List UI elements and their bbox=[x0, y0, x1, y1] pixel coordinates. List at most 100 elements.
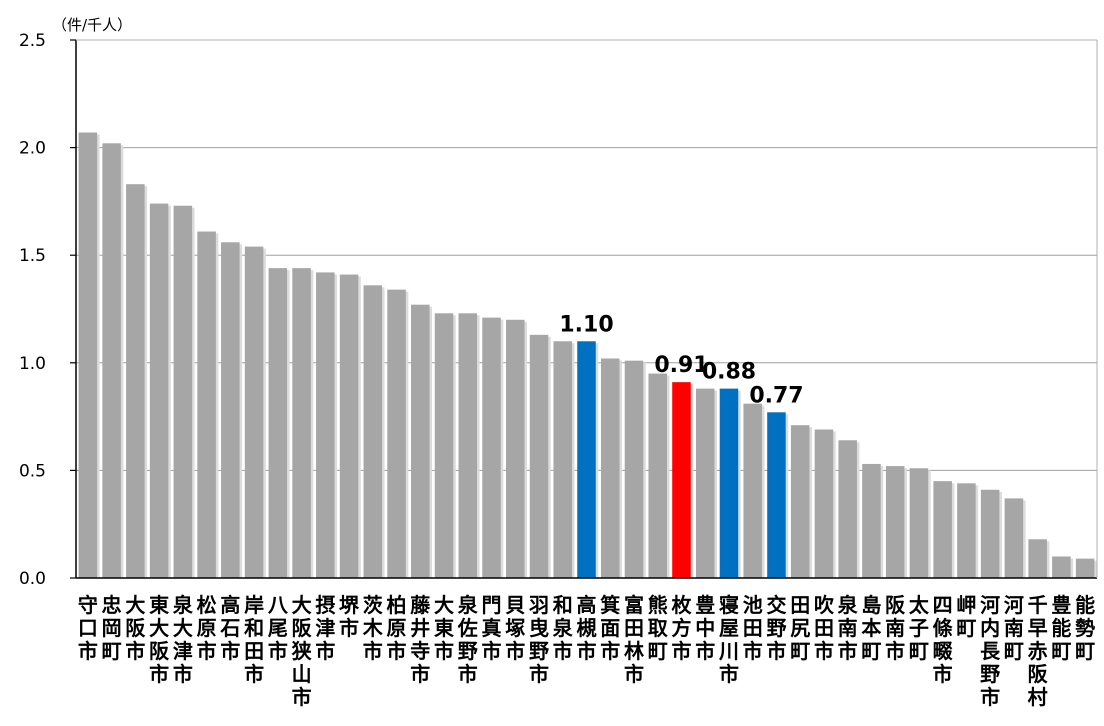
x-category-label: 吹田市 bbox=[814, 593, 835, 663]
x-category-label: 羽曳野市 bbox=[529, 593, 549, 686]
bar bbox=[909, 468, 929, 578]
bar bbox=[197, 231, 216, 578]
bar bbox=[221, 242, 240, 578]
bar bbox=[600, 358, 620, 578]
y-tick-label: 2.0 bbox=[19, 139, 46, 159]
y-axis-unit-label: （件/千人） bbox=[52, 16, 132, 34]
bar bbox=[885, 466, 905, 578]
x-category-label: 枚方市 bbox=[671, 593, 692, 663]
bar bbox=[695, 388, 715, 578]
x-category-label: 能勢町 bbox=[1075, 593, 1095, 663]
bar bbox=[814, 429, 834, 578]
x-category-label: 寝屋川市 bbox=[718, 593, 739, 686]
bar bbox=[268, 268, 288, 578]
bar bbox=[577, 341, 596, 578]
x-category-label: 大東市 bbox=[434, 593, 454, 663]
x-category-label: 泉佐野市 bbox=[457, 593, 479, 686]
x-category-label: 交野市 bbox=[766, 593, 786, 663]
bar bbox=[458, 313, 478, 578]
bar bbox=[862, 463, 881, 578]
x-category-label: 富田林市 bbox=[624, 593, 644, 686]
x-category-label: 豊中市 bbox=[695, 593, 715, 663]
x-category-label: 泉大津市 bbox=[172, 593, 194, 686]
bar bbox=[980, 489, 1000, 578]
x-category-label: 大阪狭山市 bbox=[291, 593, 313, 709]
x-category-label: 太子町 bbox=[909, 593, 930, 663]
x-category-label: 高槻市 bbox=[577, 593, 597, 663]
x-category-label: 和泉市 bbox=[552, 593, 574, 663]
data-label: 1.10 bbox=[559, 312, 613, 337]
axes bbox=[75, 39, 1098, 579]
y-tick-label: 1.5 bbox=[19, 246, 46, 266]
x-category-label: 河南町 bbox=[1004, 593, 1024, 663]
bar bbox=[244, 246, 264, 579]
bar bbox=[1004, 498, 1024, 578]
bar bbox=[173, 205, 193, 579]
bar bbox=[553, 341, 573, 578]
x-category-label: 大阪市 bbox=[125, 593, 146, 663]
y-tick-label: 1.0 bbox=[19, 354, 46, 374]
bar bbox=[482, 317, 501, 578]
bar bbox=[1052, 556, 1071, 578]
bar bbox=[743, 403, 762, 578]
x-category-label: 藤井寺市 bbox=[409, 593, 431, 686]
bar bbox=[648, 373, 667, 578]
x-category-label: 貝塚市 bbox=[505, 593, 525, 663]
bar bbox=[672, 382, 691, 578]
bars bbox=[78, 132, 1097, 579]
bar bbox=[339, 274, 359, 578]
bar bbox=[363, 285, 383, 578]
x-category-label: 忠岡町 bbox=[102, 593, 122, 663]
bar bbox=[957, 483, 976, 578]
x-category-label: 阪南市 bbox=[885, 593, 906, 663]
x-category-label: 柏原市 bbox=[387, 593, 407, 663]
x-category-label: 熊取町 bbox=[648, 593, 668, 663]
bar bbox=[387, 289, 406, 578]
x-category-label: 八尾市 bbox=[268, 593, 289, 663]
data-label: 0.88 bbox=[702, 360, 756, 385]
bar bbox=[933, 481, 952, 578]
x-category-label: 島本町 bbox=[861, 593, 881, 663]
x-category-label: 池田市 bbox=[743, 593, 763, 663]
x-category-label: 岬町 bbox=[956, 593, 976, 640]
x-category-label: 岸和田市 bbox=[244, 593, 264, 686]
x-category-label: 泉南市 bbox=[837, 593, 859, 663]
x-category-label: 箕面市 bbox=[600, 593, 620, 663]
bar bbox=[149, 203, 169, 578]
bar bbox=[719, 388, 739, 578]
x-category-label: 東大阪市 bbox=[149, 593, 170, 686]
bar bbox=[126, 184, 145, 578]
y-tick-label: 2.5 bbox=[19, 31, 46, 51]
y-tick-labels: 0.0 0.5 1.0 1.5 2.0 2.5 bbox=[19, 31, 46, 589]
bar bbox=[102, 143, 121, 578]
y-tick-label: 0.5 bbox=[19, 461, 46, 481]
data-labels: 1.10 0.910.880.77 bbox=[559, 312, 803, 408]
x-category-label: 門真市 bbox=[482, 593, 502, 663]
y-tick-label: 0.0 bbox=[19, 569, 46, 589]
bar bbox=[529, 334, 549, 578]
bar bbox=[411, 304, 430, 578]
bar bbox=[624, 360, 644, 578]
x-category-label: 茨木市 bbox=[362, 593, 384, 663]
x-category-label: 堺市 bbox=[339, 593, 360, 640]
data-label: 0.91 bbox=[654, 353, 708, 378]
bar bbox=[838, 440, 857, 578]
bar bbox=[767, 412, 786, 578]
data-label: 0.77 bbox=[749, 383, 803, 408]
x-category-label: 守口市 bbox=[78, 593, 98, 663]
x-category-label: 千早赤阪村 bbox=[1028, 593, 1049, 709]
bar bbox=[1028, 539, 1047, 578]
x-category-label: 摂津市 bbox=[315, 593, 335, 663]
x-category-label: 松原市 bbox=[197, 593, 217, 663]
bar bbox=[292, 268, 311, 578]
bar bbox=[790, 425, 810, 578]
bar bbox=[1075, 558, 1095, 578]
x-category-label: 豊能町 bbox=[1051, 593, 1071, 663]
bar bbox=[316, 272, 335, 578]
bar bbox=[506, 319, 525, 578]
x-category-labels: 守口市忠岡町大阪市東大阪市泉大津市松原市高石市岸和田市八尾市大阪狭山市摂津市堺市… bbox=[78, 593, 1095, 709]
x-category-label: 田尻町 bbox=[790, 593, 810, 663]
x-category-label: 四條畷市 bbox=[933, 593, 953, 686]
x-category-label: 高石市 bbox=[219, 593, 240, 663]
